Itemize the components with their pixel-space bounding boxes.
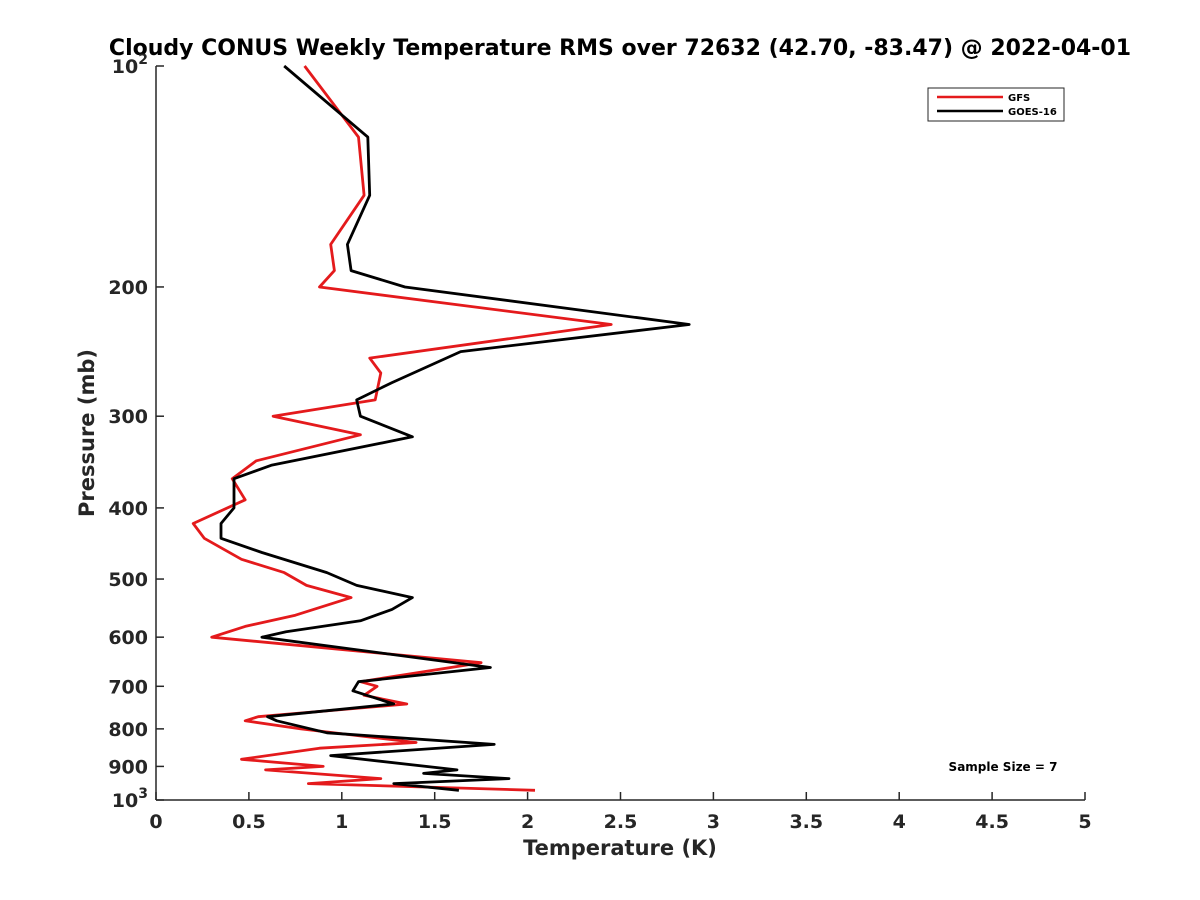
x-tick-label: 2 xyxy=(521,811,534,833)
x-tick-label: 1.5 xyxy=(418,811,452,833)
x-tick-label: 3.5 xyxy=(789,811,823,833)
x-tick-label: 5 xyxy=(1078,811,1091,833)
y-tick-label: 400 xyxy=(108,498,148,520)
x-tick-label: 1 xyxy=(335,811,348,833)
y-tick-label: 900 xyxy=(108,756,148,778)
x-axis-ticks: 0 0.5 1 1.5 2 2.5 3 3.5 4 4.5 5 xyxy=(149,792,1092,833)
x-tick-label: 2.5 xyxy=(604,811,638,833)
y-tick-label: 800 xyxy=(108,719,148,741)
y-tick-label: 102 xyxy=(112,52,148,78)
x-tick-label: 4.5 xyxy=(975,811,1009,833)
x-tick-label: 3 xyxy=(707,811,720,833)
y-tick-label: 200 xyxy=(108,277,148,299)
x-tick-label: 0 xyxy=(149,811,162,833)
y-axis-ticks: 102 200 300 400 500 600 700 800 900 103 xyxy=(108,52,164,812)
chart-title: Cloudy CONUS Weekly Temperature RMS over… xyxy=(109,36,1131,61)
y-tick-label: 103 xyxy=(112,786,148,812)
x-tick-label: 4 xyxy=(893,811,906,833)
y-tick-label: 700 xyxy=(108,676,148,698)
y-tick-label: 300 xyxy=(108,406,148,428)
y-tick-label: 600 xyxy=(108,627,148,649)
y-axis-label: Pressure (mb) xyxy=(75,349,99,517)
series-line-gfs xyxy=(191,65,613,792)
plot-axes xyxy=(155,66,1085,801)
x-tick-label: 0.5 xyxy=(232,811,266,833)
series-lines xyxy=(191,64,691,792)
legend-box xyxy=(927,87,1065,122)
y-tick-label: 500 xyxy=(108,569,148,591)
legend: GFS GOES-16 xyxy=(927,87,1065,122)
legend-label-goes16: GOES-16 xyxy=(1008,107,1057,118)
x-axis-label: Temperature (K) xyxy=(523,836,717,860)
legend-label-gfs: GFS xyxy=(1008,93,1030,104)
series-line-goes16 xyxy=(219,64,691,792)
sample-size-annotation: Sample Size = 7 xyxy=(949,760,1058,774)
